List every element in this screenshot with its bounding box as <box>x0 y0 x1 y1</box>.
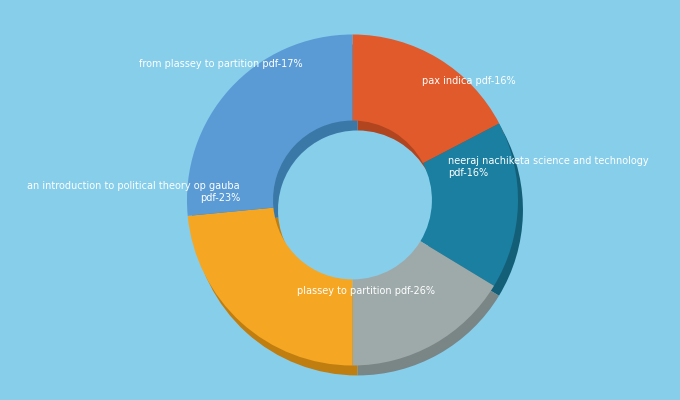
Text: pax indica pdf-16%: pax indica pdf-16% <box>422 76 515 86</box>
Wedge shape <box>352 241 494 366</box>
Wedge shape <box>352 34 499 163</box>
Text: from plassey to partition pdf-17%: from plassey to partition pdf-17% <box>139 59 303 69</box>
Wedge shape <box>187 34 352 216</box>
Text: plassey to partition pdf-26%: plassey to partition pdf-26% <box>296 286 435 296</box>
Wedge shape <box>358 251 499 376</box>
Text: neeraj nachiketa science and technology pdf-16%: neeraj nachiketa science and technology … <box>449 156 649 178</box>
Wedge shape <box>358 44 504 173</box>
Wedge shape <box>192 218 358 376</box>
Wedge shape <box>426 133 523 296</box>
Wedge shape <box>420 124 518 286</box>
Wedge shape <box>188 208 352 366</box>
Text: an introduction to political theory op gauba pdf-23%: an introduction to political theory op g… <box>27 181 240 202</box>
Wedge shape <box>192 44 358 226</box>
